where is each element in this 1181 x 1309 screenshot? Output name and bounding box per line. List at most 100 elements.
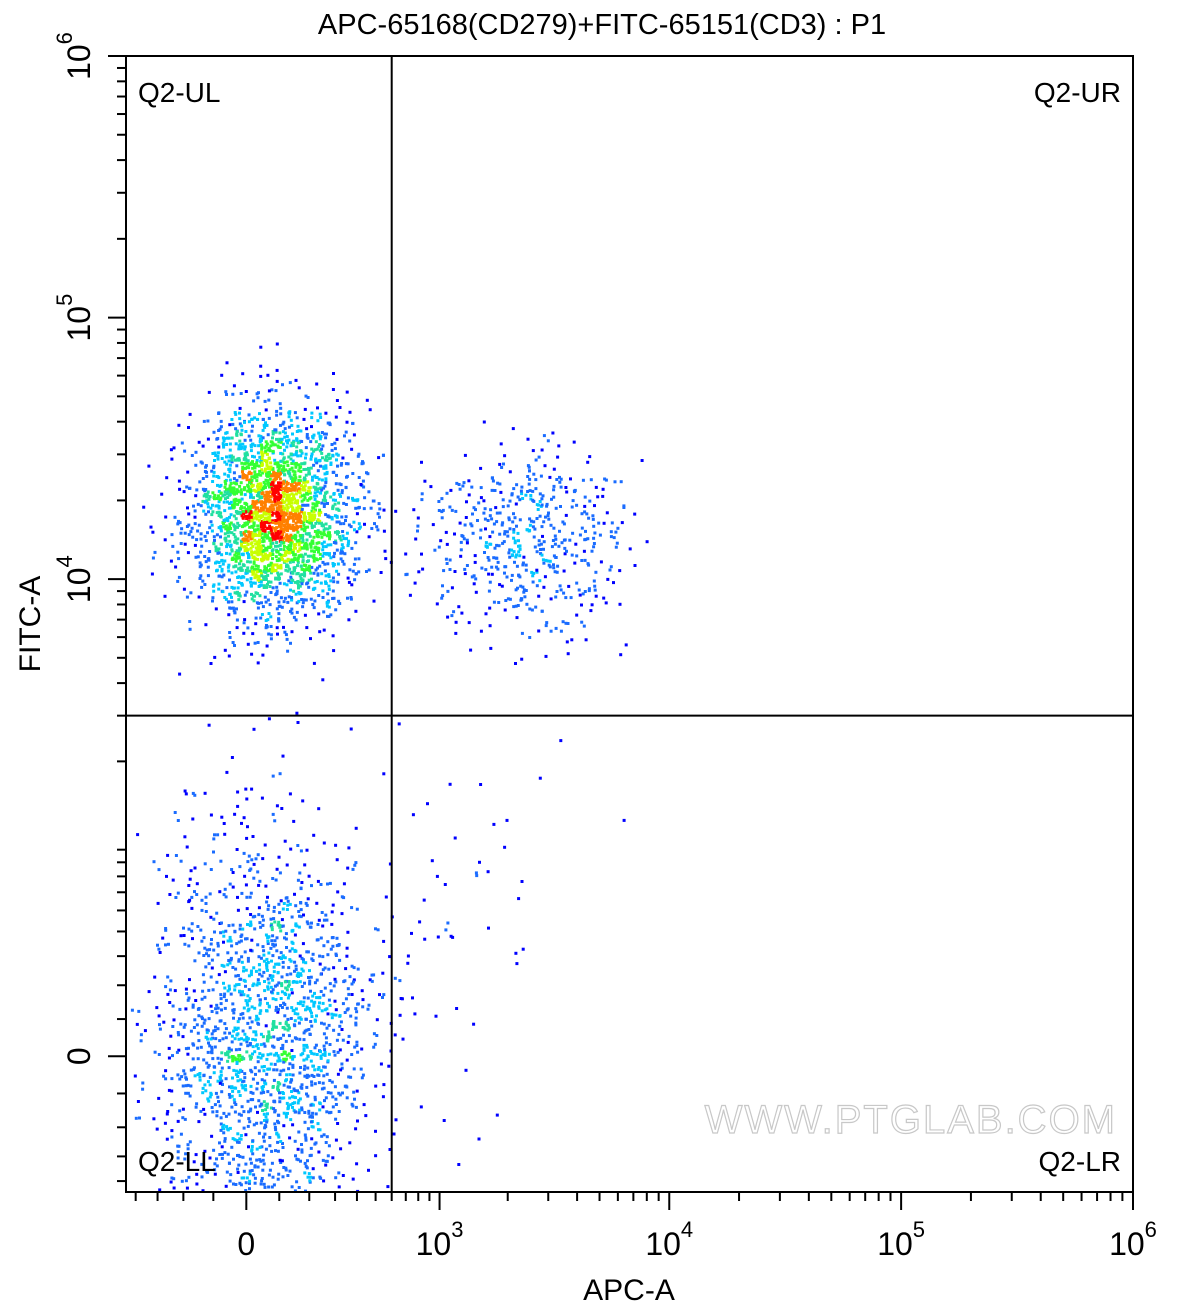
- event-point: [277, 577, 280, 581]
- event-point: [196, 1057, 200, 1061]
- event-point: [372, 499, 376, 503]
- event-point: [299, 534, 303, 538]
- event-point: [322, 610, 326, 614]
- event-point: [301, 969, 305, 973]
- event-point: [575, 613, 579, 617]
- event-point: [284, 534, 288, 538]
- event-point: [312, 571, 316, 575]
- watermark: WWW.PTGLAB.COM: [705, 1098, 1117, 1142]
- event-point: [347, 1034, 351, 1038]
- event-point: [238, 977, 242, 981]
- event-point: [306, 532, 310, 536]
- event-point: [265, 585, 268, 589]
- event-point: [534, 458, 538, 462]
- event-point: [318, 443, 322, 446]
- event-point: [253, 1181, 257, 1185]
- event-point: [280, 1096, 284, 1100]
- event-point: [286, 482, 290, 485]
- event-point: [271, 443, 275, 447]
- event-point: [222, 934, 226, 938]
- event-point: [264, 449, 268, 453]
- event-point: [238, 417, 242, 421]
- event-point: [450, 614, 454, 618]
- event-point: [379, 1062, 383, 1066]
- event-point: [346, 542, 350, 546]
- event-point: [496, 567, 500, 571]
- event-point: [184, 792, 188, 796]
- event-point: [279, 563, 283, 567]
- event-point: [312, 661, 316, 665]
- event-point: [349, 597, 353, 601]
- event-point: [228, 552, 232, 556]
- event-point: [302, 1000, 306, 1004]
- event-point: [265, 968, 269, 972]
- event-point: [258, 485, 262, 489]
- event-point: [337, 1110, 341, 1113]
- event-point: [187, 900, 191, 904]
- event-point: [296, 1012, 300, 1016]
- event-point: [245, 453, 249, 457]
- event-point: [352, 1067, 356, 1071]
- event-point: [269, 637, 273, 641]
- event-point: [217, 500, 221, 504]
- event-point: [271, 934, 275, 938]
- event-point: [295, 539, 299, 543]
- event-point: [226, 519, 230, 523]
- event-point: [309, 554, 313, 558]
- event-point: [155, 1127, 159, 1131]
- event-point: [294, 465, 298, 469]
- event-point: [354, 506, 358, 510]
- event-point: [292, 496, 296, 500]
- event-point: [285, 521, 289, 525]
- event-point: [324, 522, 328, 526]
- event-point: [589, 478, 593, 482]
- event-point: [266, 582, 269, 586]
- event-point: [310, 518, 314, 522]
- event-point: [336, 562, 340, 566]
- event-point: [586, 537, 590, 541]
- event-point: [290, 558, 294, 562]
- event-point: [266, 618, 270, 622]
- event-point: [512, 605, 516, 609]
- event-point: [325, 534, 329, 538]
- event-point: [317, 431, 321, 435]
- event-point: [225, 1125, 229, 1129]
- event-point: [294, 453, 298, 457]
- event-point: [165, 1137, 169, 1141]
- event-point: [267, 389, 271, 393]
- event-point: [157, 868, 161, 872]
- event-point: [564, 621, 568, 625]
- event-point: [222, 995, 226, 999]
- event-point: [354, 572, 358, 576]
- event-point: [267, 612, 271, 615]
- event-point: [193, 522, 197, 526]
- event-point: [619, 653, 623, 657]
- event-point: [242, 621, 246, 625]
- event-point: [538, 492, 542, 496]
- event-point: [227, 534, 230, 538]
- event-point: [288, 1073, 292, 1077]
- event-point: [230, 1034, 234, 1038]
- event-point: [295, 1157, 299, 1161]
- event-point: [321, 1081, 325, 1085]
- event-point: [353, 578, 357, 582]
- event-point: [516, 604, 520, 607]
- event-point: [262, 578, 266, 581]
- event-point: [252, 1123, 256, 1127]
- event-point: [143, 1029, 147, 1033]
- event-point: [323, 966, 327, 970]
- event-point: [250, 787, 254, 791]
- event-point: [240, 1083, 244, 1087]
- event-point: [269, 580, 273, 584]
- event-point: [379, 571, 383, 574]
- event-point: [249, 445, 253, 449]
- y-axis-ticks: [108, 55, 126, 1183]
- event-point: [244, 1162, 248, 1166]
- event-point: [457, 605, 461, 609]
- event-point: [249, 1161, 253, 1165]
- event-point: [280, 511, 284, 515]
- event-point: [221, 1125, 225, 1129]
- event-point: [200, 1175, 204, 1179]
- event-point: [314, 1043, 318, 1047]
- event-point: [350, 546, 354, 550]
